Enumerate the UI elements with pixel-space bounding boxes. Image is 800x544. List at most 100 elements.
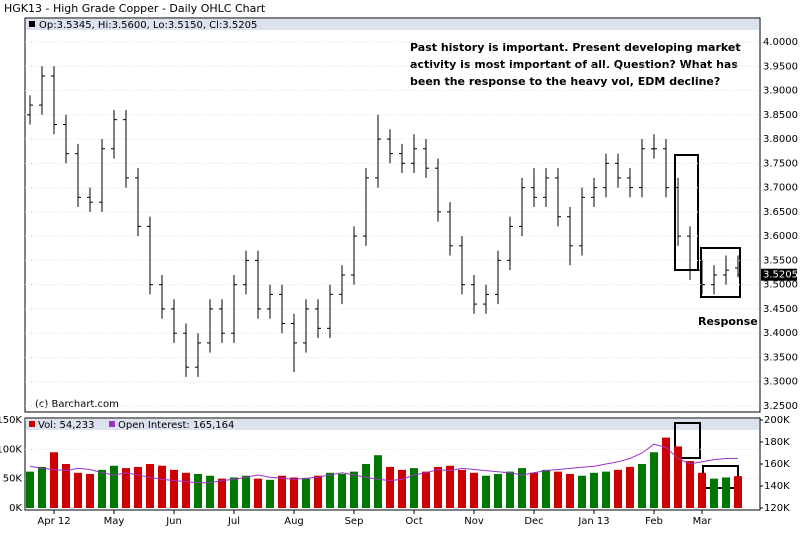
volume-bar	[542, 469, 550, 508]
volume-bar	[254, 478, 262, 508]
volume-bar	[554, 471, 562, 508]
volume-bar	[734, 476, 742, 508]
legend-swatch	[29, 421, 35, 427]
volume-bar	[122, 468, 130, 508]
volume-bar	[662, 437, 670, 508]
volume-bar	[38, 466, 46, 508]
annotation-line: been the response to the heavy vol, EDM …	[410, 75, 720, 88]
y-tick-label: 3.7000	[763, 183, 798, 194]
x-tick-label: Feb	[645, 516, 663, 527]
x-tick-label: Jul	[227, 516, 240, 527]
volume-bar	[530, 472, 538, 508]
volume-bar	[158, 465, 166, 508]
volume-bar	[518, 468, 526, 508]
y-tick-label: 3.5500	[763, 255, 798, 266]
annotation: Past history is important. Present devel…	[410, 41, 741, 88]
y-tick-label: 3.6500	[763, 207, 798, 218]
volume-bar	[278, 475, 286, 508]
volume-bar	[242, 475, 250, 508]
x-tick-label: Nov	[464, 516, 484, 527]
highlight-box	[674, 154, 699, 271]
x-tick-label: Sep	[345, 516, 364, 527]
y-tick-label: 3.9000	[763, 86, 798, 97]
volume-bar	[194, 473, 202, 508]
y-tick-label: 3.3000	[763, 377, 798, 388]
last-price-label: 3.5205	[763, 270, 798, 281]
volume-bar	[182, 472, 190, 508]
volume-bar	[446, 465, 454, 508]
y-tick-label: 3.7500	[763, 158, 798, 169]
y-tick-label: 50K	[3, 474, 23, 485]
x-tick-label: Jun	[165, 516, 182, 527]
volume-bar	[614, 469, 622, 508]
y2-tick-label: 180K	[764, 437, 790, 448]
y-tick-label: 4.0000	[763, 37, 798, 48]
volume-bar	[698, 472, 706, 508]
x-tick-label: Apr 12	[37, 516, 70, 527]
y-tick-label: 3.5000	[763, 280, 798, 291]
volume-bar	[410, 468, 418, 508]
y-tick-label: 3.2500	[763, 401, 798, 412]
y-tick-label: 3.8000	[763, 134, 798, 145]
volume-bar	[230, 477, 238, 508]
x-tick-label: Jan 13	[577, 516, 609, 527]
volume-bar	[110, 465, 118, 508]
highlight-box	[700, 247, 741, 298]
price-panel	[24, 17, 761, 413]
x-tick-label: Aug	[284, 516, 304, 527]
y2-tick-label: 140K	[764, 481, 790, 492]
source: (c) Barchart.com	[35, 399, 119, 410]
volume-bar	[74, 472, 82, 508]
y2-tick-label: 120K	[764, 503, 790, 514]
y-tick-label: 150K	[0, 415, 22, 426]
volume-bar	[350, 471, 358, 508]
annotation-line: Past history is important. Present devel…	[410, 41, 741, 54]
volume-bar	[302, 478, 310, 508]
volume-bar	[650, 452, 658, 508]
y-tick-label: 3.4500	[763, 304, 798, 315]
volume-bar	[26, 471, 34, 508]
volume-bar	[590, 472, 598, 508]
y-tick-label: 3.4000	[763, 328, 798, 339]
y-tick-label: 0K	[9, 503, 22, 514]
volume-bar	[98, 469, 106, 508]
volume-bar	[638, 464, 646, 508]
volume-bar	[266, 479, 274, 508]
legend-label: Open Interest: 165,164	[118, 420, 234, 431]
volume-bar	[674, 446, 682, 508]
legend-strip	[26, 19, 759, 30]
volume-bar	[134, 466, 142, 508]
volume-bar	[86, 473, 94, 508]
volume-bar	[458, 469, 466, 508]
x-tick-label: Dec	[524, 516, 543, 527]
volume-bar	[566, 473, 574, 508]
highlight-box	[674, 422, 701, 459]
y-tick-label: 100K	[0, 444, 22, 455]
legend-strip	[26, 419, 759, 430]
y-tick-label: 3.3500	[763, 352, 798, 363]
price-legend: Op:3.5345, Hi:3.5600, Lo:3.5150, Cl:3.52…	[39, 20, 257, 31]
chart-title: HGK13 - High Grade Copper - Daily OHLC C…	[4, 2, 266, 15]
box-label: Response	[698, 315, 758, 328]
volume-bar	[710, 478, 718, 508]
x-tick-label: Mar	[693, 516, 713, 527]
volume-bar	[290, 477, 298, 508]
last-price-box	[761, 268, 797, 281]
y-tick-label: 3.8500	[763, 110, 798, 121]
y-tick-label: 3.9500	[763, 61, 798, 72]
volume-bar	[434, 466, 442, 508]
volume-bar	[314, 475, 322, 508]
volume-bar	[170, 469, 178, 508]
volume-bar	[362, 464, 370, 508]
legend-swatch	[109, 421, 115, 427]
volume-bar	[602, 471, 610, 508]
volume-bar	[374, 455, 382, 508]
open-interest-line	[29, 443, 739, 484]
volume-bar	[62, 464, 70, 508]
volume-bar	[506, 471, 514, 508]
y-tick-label: 3.6000	[763, 231, 798, 242]
volume-bar	[722, 477, 730, 508]
x-tick-label: May	[104, 516, 125, 527]
volume-bar	[686, 461, 694, 508]
